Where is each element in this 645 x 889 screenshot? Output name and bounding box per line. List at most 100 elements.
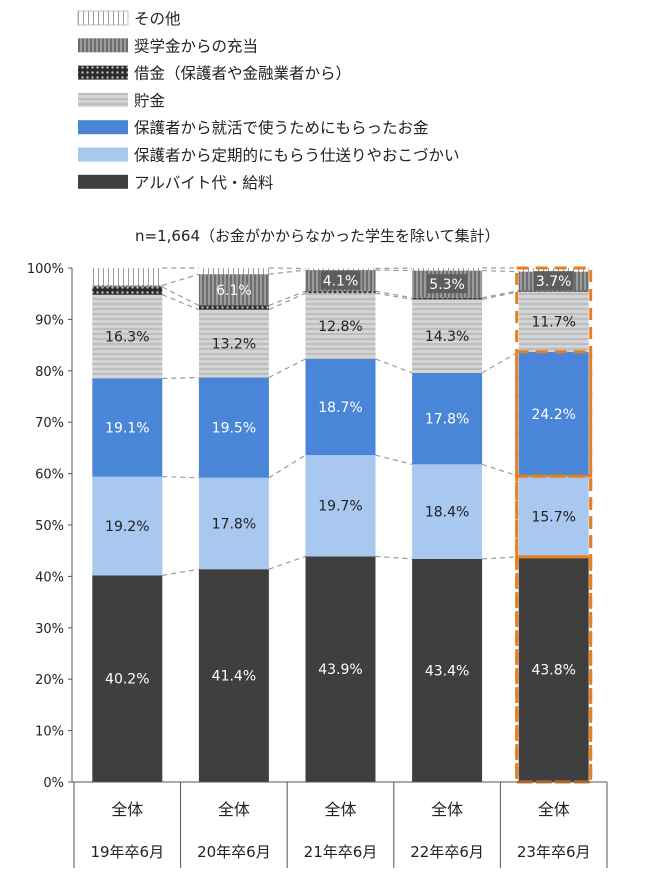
y-axis: 0% 10% 20% 30% 40% 50% 60% 70% 80% 90% 100% (27, 262, 73, 791)
bar-segment (518, 268, 589, 272)
legend-label: 保護者から就活で使うためにもらったお金 (134, 119, 429, 137)
connector-line (375, 292, 413, 300)
data-label: 15.7% (531, 510, 575, 526)
connector-line (481, 290, 519, 299)
bar-segment (198, 268, 269, 275)
connector-lines (162, 267, 519, 576)
legend-label: その他 (134, 10, 181, 28)
connector-line (268, 267, 306, 270)
data-label: 18.7% (318, 400, 362, 416)
y-tick-label: 100% (27, 262, 64, 277)
connector-line (481, 463, 519, 477)
bar-segment (305, 268, 376, 271)
legend-swatch (78, 38, 128, 53)
y-tick-label: 0% (43, 776, 64, 791)
legend-label: アルバイト代・給料 (134, 174, 273, 192)
bar-segment (92, 476, 163, 576)
connector-line (375, 454, 413, 465)
y-tick-label: 50% (35, 519, 64, 534)
data-label: 24.2% (531, 407, 575, 423)
connector-line (162, 286, 200, 307)
data-label: 11.7% (531, 315, 575, 331)
highlight-segment-box (515, 350, 593, 478)
bar-segment (305, 291, 376, 294)
y-tick-label: 20% (35, 673, 64, 688)
bar-segment (518, 290, 589, 292)
connector-line (268, 555, 306, 570)
bar-segment (198, 309, 269, 378)
category-label-bottom: 23年卒6月 (517, 843, 591, 861)
legend-swatch (78, 174, 128, 189)
bar-segment (305, 556, 376, 782)
data-label-bg (533, 271, 574, 291)
data-label: 43.9% (318, 662, 362, 678)
bar-segment (518, 351, 589, 477)
bar-segment (92, 287, 163, 295)
category-label-top: 全体 (431, 800, 463, 819)
bar-segment (412, 464, 483, 559)
connector-line (375, 267, 413, 270)
bar-segment (92, 268, 163, 286)
bar-segment (198, 274, 269, 306)
legend-swatch (78, 65, 128, 80)
legend-label: 借金（保護者や金融業者から） (134, 65, 351, 83)
category-label-bottom: 21年卒6月 (304, 843, 378, 861)
bar-segment (92, 294, 163, 379)
y-tick-label: 70% (35, 416, 64, 431)
sample-note: n=1,664（お金がかからなかった学生を除いて集計） (135, 227, 500, 245)
data-label: 19.7% (318, 499, 362, 515)
data-label: 19.1% (105, 421, 149, 437)
bar-segment (198, 477, 269, 570)
bar-segment (412, 297, 483, 300)
connector-line (481, 291, 519, 300)
bar-segment (518, 556, 589, 782)
connector-line (375, 290, 413, 299)
connector-line (482, 556, 519, 560)
bar-segment (412, 558, 483, 782)
data-label: 6.1% (216, 283, 252, 299)
category-label-bottom: 19年卒6月 (90, 843, 164, 861)
y-tick-label: 30% (35, 622, 64, 637)
data-label: 5.3% (429, 277, 465, 293)
bar-segment (198, 305, 269, 310)
highlight-segment-box (515, 555, 593, 784)
category-label-bottom: 20年卒6月 (197, 843, 271, 861)
connector-line (162, 294, 200, 311)
bar-segment (305, 455, 376, 557)
legend-label: 保護者から定期的にもらう仕送りやおこづかい (134, 147, 460, 165)
data-label: 41.4% (212, 669, 256, 685)
bars (92, 268, 589, 782)
connector-line (162, 476, 199, 479)
legend-label: 奨学金からの充当 (134, 37, 258, 55)
connector-line (375, 269, 413, 272)
bar-segment (412, 268, 483, 271)
category-label-top: 全体 (538, 800, 570, 819)
bar-segment (198, 569, 269, 782)
highlight-box (515, 266, 593, 784)
data-label: 19.5% (212, 421, 256, 437)
bar-segment (412, 299, 483, 373)
category-label-top: 全体 (218, 800, 250, 819)
data-label: 17.8% (425, 412, 469, 428)
bar-segment (198, 377, 269, 478)
bar-segment (412, 372, 483, 465)
data-label: 43.4% (425, 663, 469, 679)
connector-line (375, 358, 413, 374)
bar-segment (305, 293, 376, 359)
y-tick-label: 10% (35, 725, 64, 740)
legend-swatch (78, 147, 128, 162)
y-tick-label: 40% (35, 570, 64, 585)
legend-label: 貯金 (134, 92, 166, 110)
category-label-bottom: 22年卒6月 (410, 843, 484, 861)
category-label-top: 全体 (324, 800, 356, 819)
legend-swatch (78, 92, 128, 107)
bar-segment (518, 291, 589, 352)
data-label: 43.8% (531, 662, 575, 678)
connector-line (482, 269, 519, 273)
connector-line (162, 568, 199, 576)
bar-segment (92, 378, 163, 477)
